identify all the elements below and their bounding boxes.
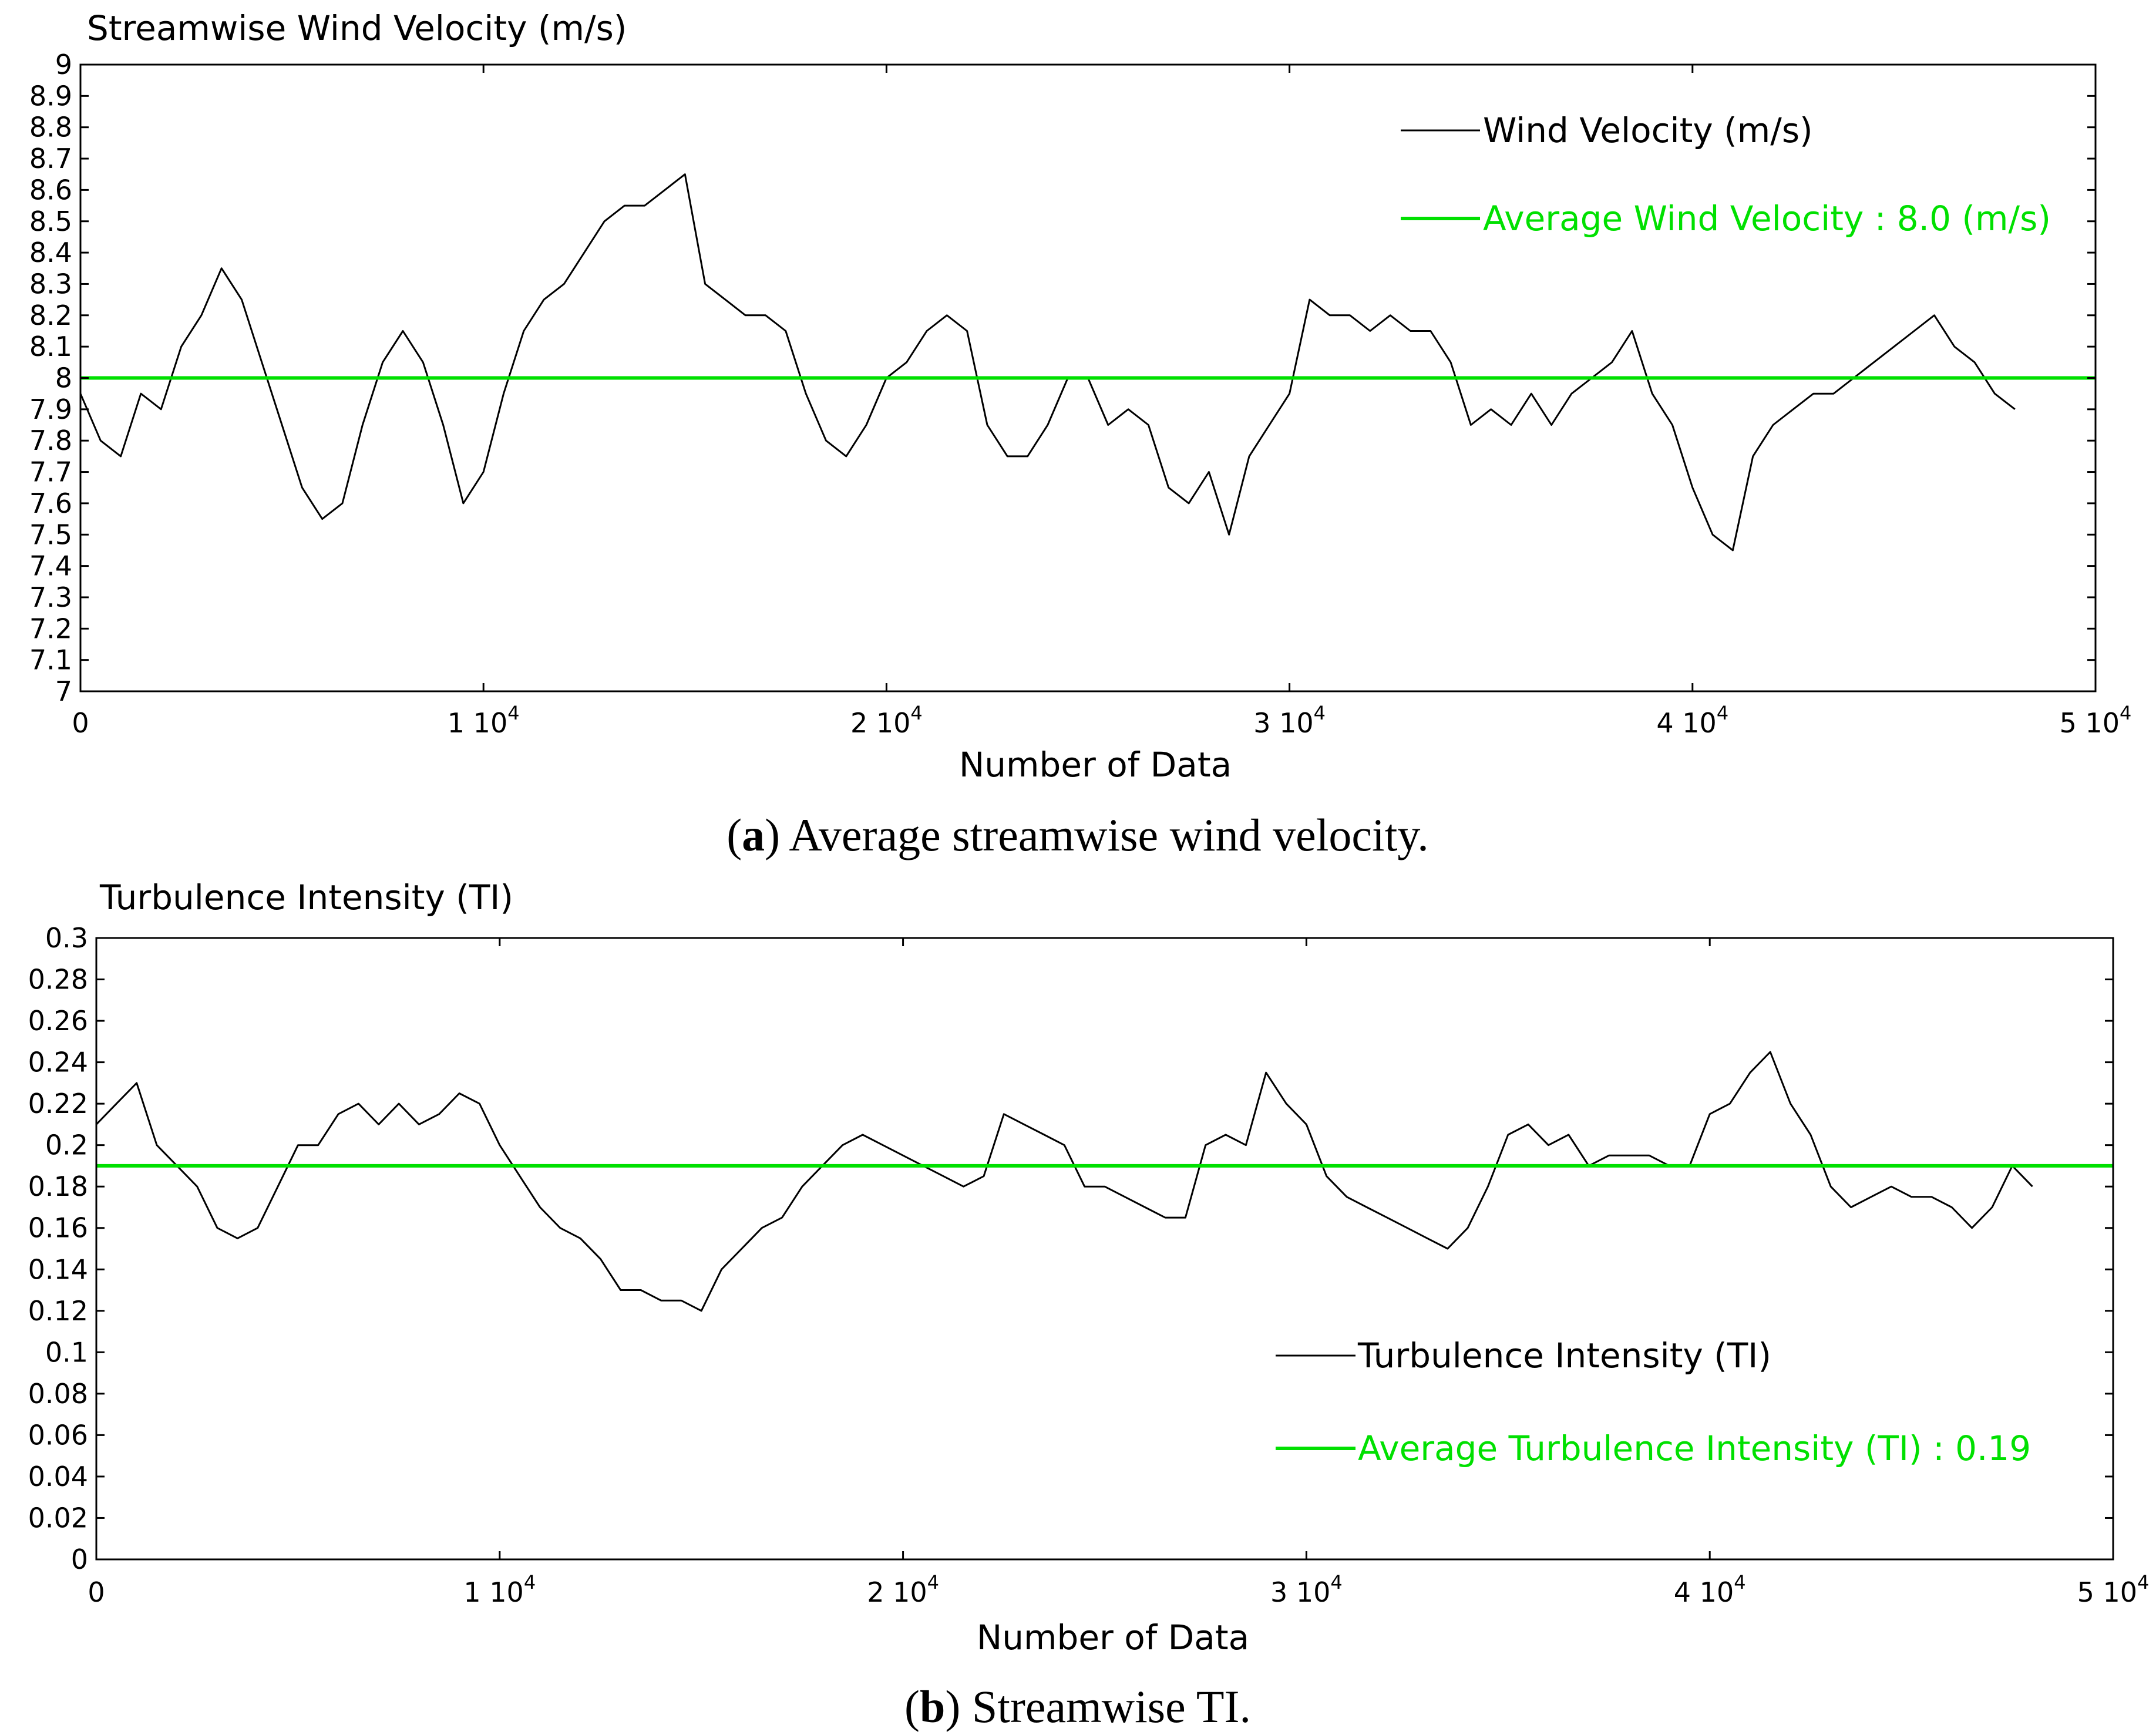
x-tick-label: 4 104 (1656, 702, 1728, 739)
caption-a-text: Average streamwise wind velocity. (780, 809, 1429, 860)
y-tick-label: 0.02 (28, 1502, 88, 1534)
y-tick-label: 7.6 (29, 487, 72, 519)
y-tick-label: 0.3 (45, 922, 88, 954)
legend-label-wind-velocity: Wind Velocity (m/s) (1483, 110, 1813, 150)
y-tick-label: 0.06 (28, 1419, 88, 1451)
y-tick-label: 0.1 (45, 1336, 88, 1368)
y-tick-label: 9 (55, 49, 72, 80)
data-series-line (80, 173, 2016, 552)
y-tick-label: 0.2 (45, 1129, 88, 1161)
y-tick-label: 8.6 (29, 174, 72, 206)
y-tick-label: 0.28 (28, 964, 88, 996)
x-tick-label: 0 (72, 707, 89, 739)
x-tick-label: 3 104 (1253, 702, 1326, 739)
y-tick-label: 0.14 (28, 1253, 88, 1285)
wind-velocity-series-layer (80, 173, 2096, 552)
y-tick-label: 0.26 (28, 1005, 88, 1037)
legend-label-turbulence-intensity: Turbulence Intensity (TI) (1357, 1336, 1771, 1376)
y-tick-label: 0 (71, 1544, 88, 1575)
x-tick-label: 2 104 (867, 1571, 939, 1608)
data-series-line (96, 1051, 2033, 1312)
x-tick-label: 4 104 (1674, 1571, 1746, 1608)
y-axis: 0 0.02 0.04 0.06 0.08 0.1 0.12 0.14 0.16 0.18 0.2 0… (28, 922, 2113, 1575)
x-axis: 0 1 104 2 104 3 104 4 104 5 104 (88, 938, 2149, 1608)
x-tick-label: 5 104 (2077, 1571, 2150, 1608)
plot-frame (95, 937, 2114, 1561)
y-tick-label: 7.5 (29, 519, 72, 550)
y-tick-label: 0.04 (28, 1461, 88, 1492)
y-tick-label: 0.12 (28, 1295, 88, 1327)
x-axis-label: Number of Data (959, 745, 1232, 785)
y-tick-label: 7 (55, 675, 72, 707)
y-tick-label: 0.18 (28, 1171, 88, 1202)
y-tick-label: 7.3 (29, 581, 72, 613)
y-tick-label: 0.16 (28, 1212, 88, 1244)
x-tick-label: 1 104 (448, 702, 520, 739)
x-tick-label: 1 104 (463, 1571, 536, 1608)
caption-b-letter: b (920, 1681, 945, 1732)
y-tick-label: 0.22 (28, 1088, 88, 1119)
y-tick-label: 7.4 (29, 550, 72, 582)
y-tick-label: 8 (55, 362, 72, 394)
wind-velocity-chart: Streamwise Wind Velocity (m/s) 77.17.27.… (29, 8, 2132, 785)
legend-label-average: Average Wind Velocity : 8.0 (m/s) (1483, 199, 2051, 238)
y-tick-label: 8.2 (29, 300, 72, 331)
y-tick-label: 0.08 (28, 1378, 88, 1410)
caption-b-text: Streamwise TI. (960, 1681, 1251, 1732)
y-tick-label: 8.3 (29, 268, 72, 300)
x-tick-label: 0 (88, 1576, 105, 1608)
turbulence-series-layer (96, 1051, 2113, 1312)
chart-title: Turbulence Intensity (TI) (99, 877, 513, 917)
legend: Turbulence Intensity (TI) Average Turbul… (1276, 1336, 2031, 1468)
y-tick-label: 8.7 (29, 143, 72, 174)
x-tick-label: 3 104 (1270, 1571, 1343, 1608)
legend-label-average: Average Turbulence Intensity (TI) : 0.19 (1358, 1428, 2031, 1468)
turbulence-intensity-chart: Turbulence Intensity (TI) 00.020.040.060… (28, 877, 2150, 1657)
y-tick-label: 8.4 (29, 237, 72, 268)
y-tick-label: 7.2 (29, 613, 72, 644)
x-axis: 0 1 104 2 104 3 104 4 104 5 104 (72, 65, 2131, 739)
y-tick-label: 8.9 (29, 80, 72, 112)
x-axis-label: Number of Data (977, 1618, 1249, 1657)
y-tick-label: 8.1 (29, 331, 72, 362)
y-axis: 77.17.27.37.47.57.67.77.87.988.18.28.38.… (29, 49, 2096, 707)
caption-a: (a) Average streamwise wind velocity. (726, 809, 1429, 860)
y-tick-label: 7.9 (29, 394, 72, 425)
y-tick-label: 7.1 (29, 644, 72, 676)
y-tick-label: 0.24 (28, 1047, 88, 1078)
y-tick-label: 8.8 (29, 112, 72, 143)
caption-b: (b) Streamwise TI. (904, 1681, 1251, 1732)
chart-title: Streamwise Wind Velocity (m/s) (87, 8, 627, 48)
caption-a-letter: a (742, 809, 765, 860)
y-tick-label: 7.7 (29, 456, 72, 488)
legend: Wind Velocity (m/s) Average Wind Velocit… (1401, 110, 2051, 238)
x-tick-label: 2 104 (850, 702, 923, 739)
x-tick-label: 5 104 (2060, 702, 2132, 739)
y-tick-label: 8.5 (29, 206, 72, 237)
y-tick-label: 7.8 (29, 425, 72, 456)
